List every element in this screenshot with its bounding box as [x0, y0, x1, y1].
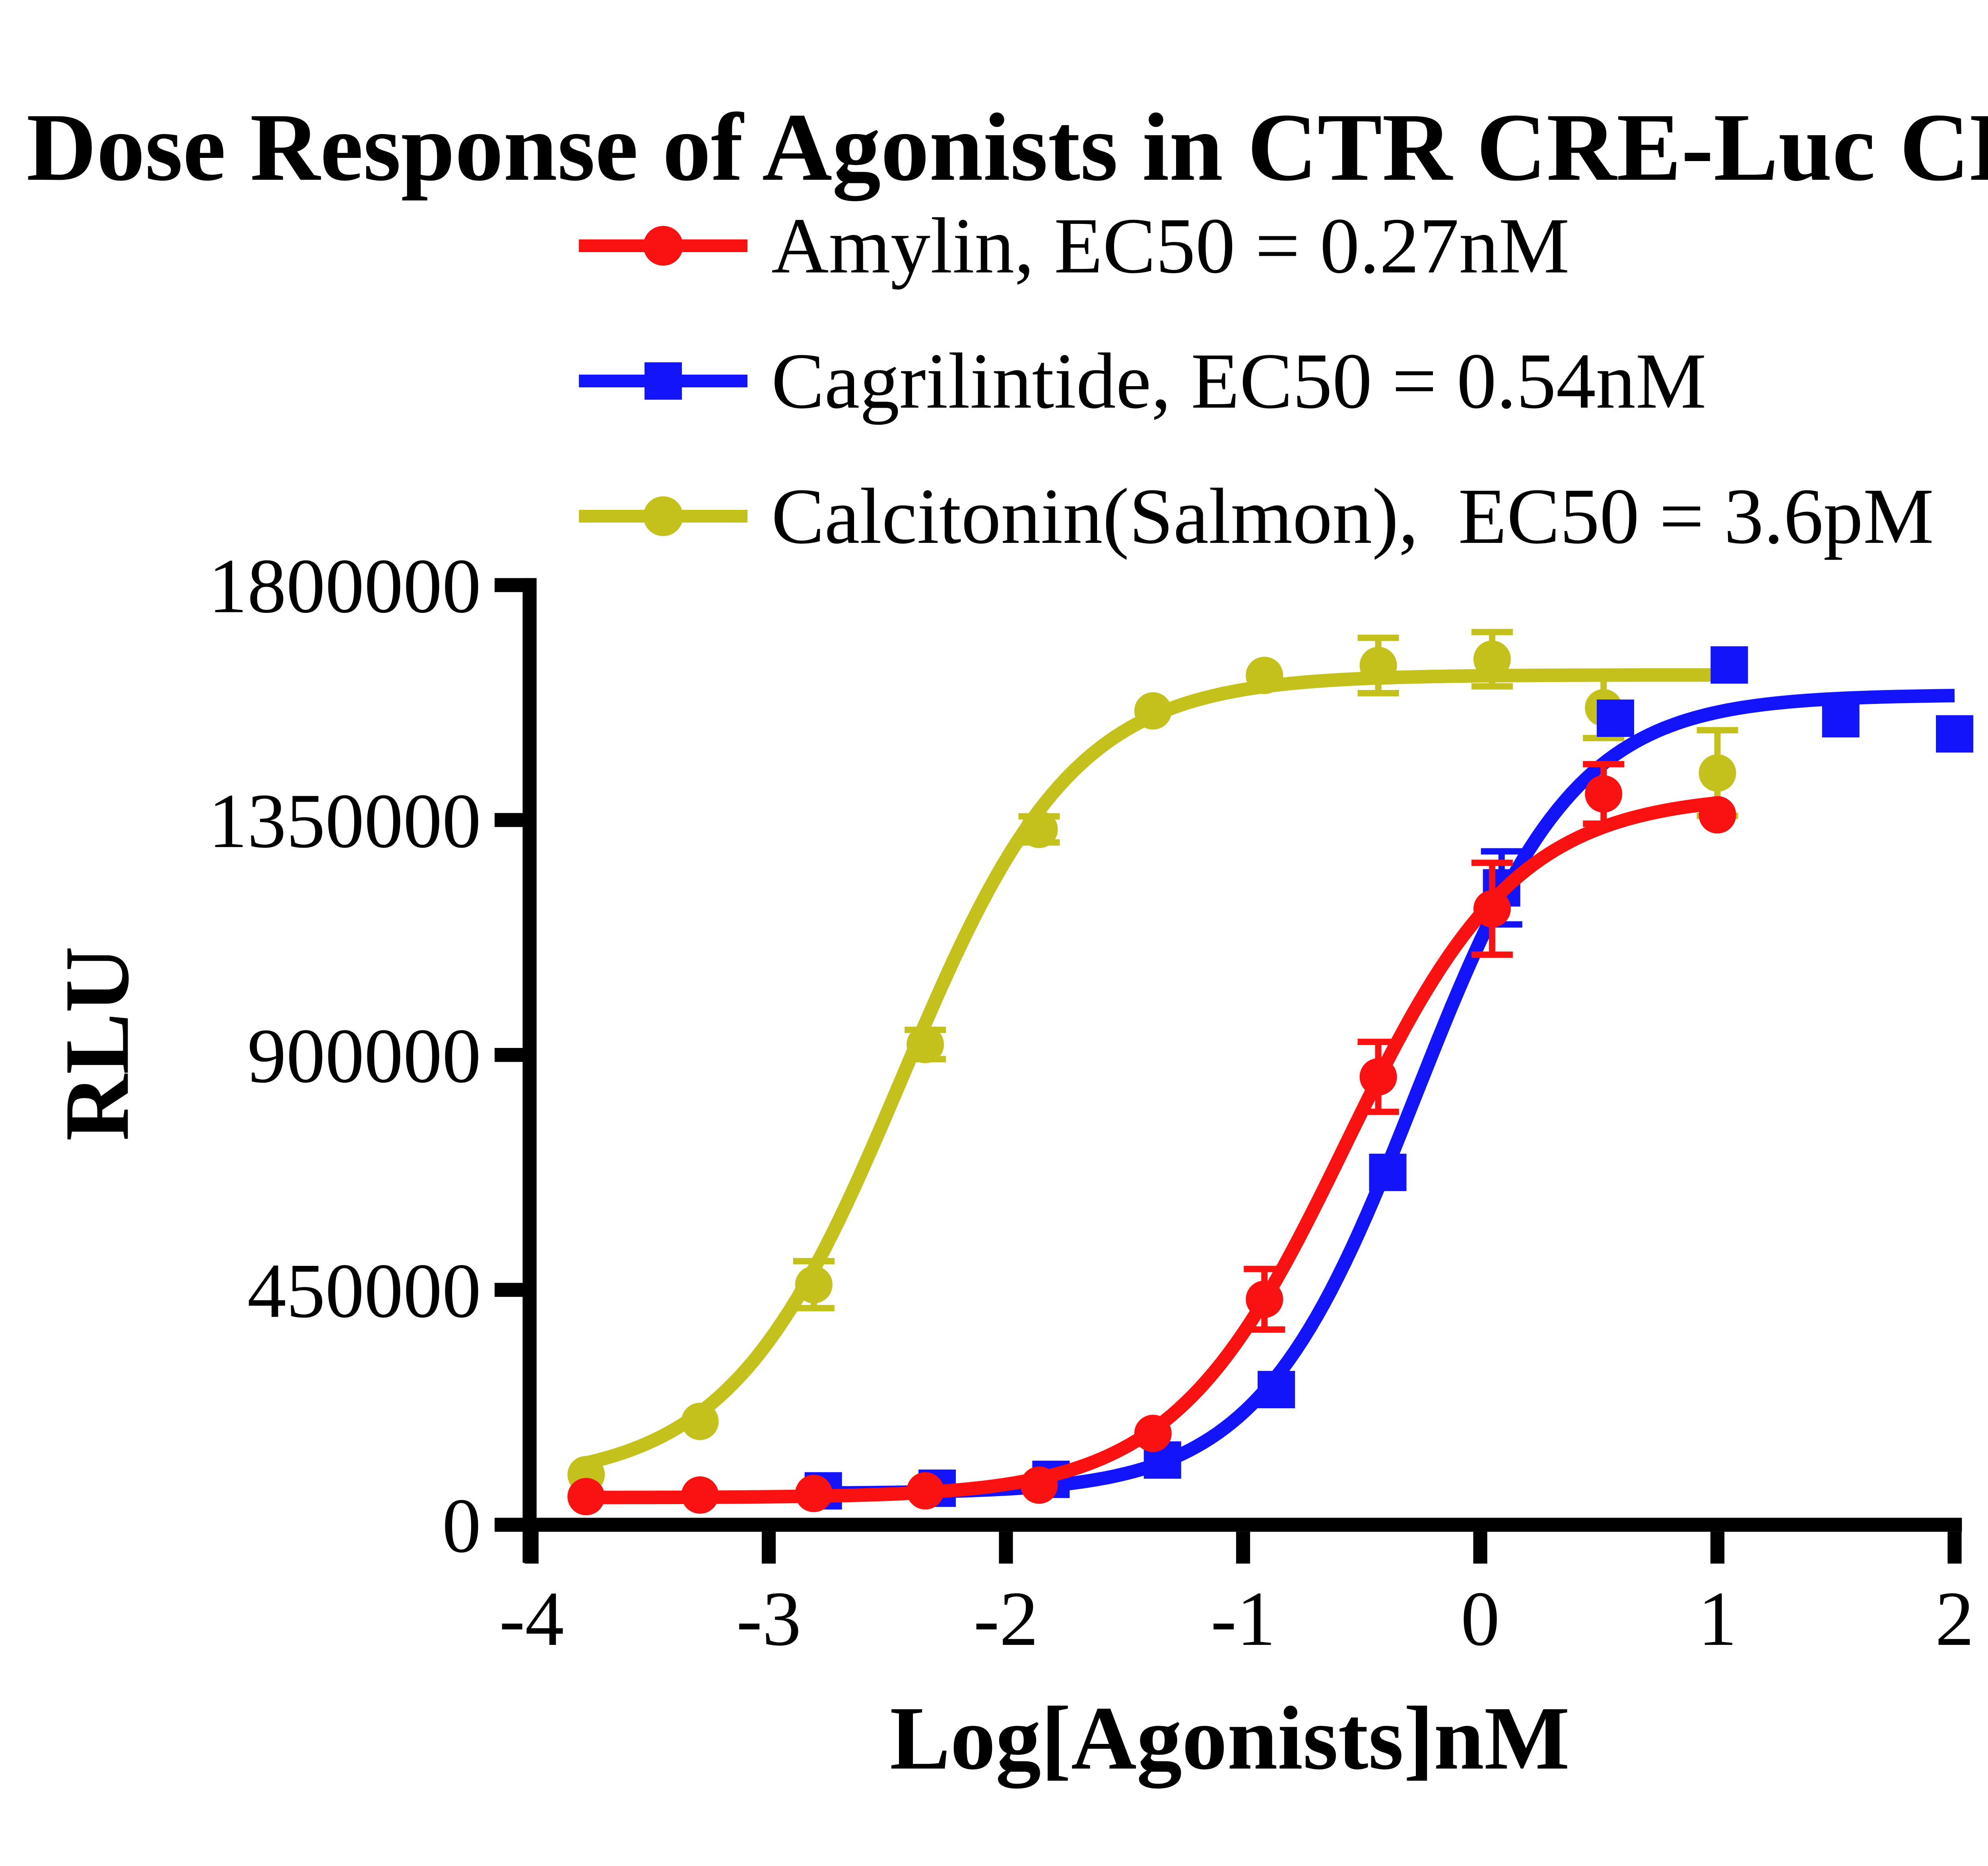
amylin-data-point	[907, 1472, 944, 1510]
x-tick-label: 1	[1698, 1576, 1737, 1662]
legend-item-calcitonin: Calcitonin(Salmon), EC50 = 3.6pM	[579, 449, 1934, 584]
amylin-error-bar-cap	[1471, 951, 1513, 958]
y-tick	[495, 1283, 531, 1297]
amylin-error-bar-cap	[1583, 820, 1625, 827]
y-tick	[495, 813, 531, 827]
amylin-legend-label: Amylin, EC50 = 0.27nM	[771, 202, 1570, 290]
chart-title: Dose Response of Agonists in CTR CRE-Luc…	[26, 93, 1988, 201]
amylin-data-point	[681, 1476, 719, 1514]
calcitonin-salmon-data-point	[1473, 640, 1511, 678]
legend-item-amylin: Amylin, EC50 = 0.27nM	[579, 178, 1934, 313]
cagrilintide-data-point	[1936, 715, 1973, 753]
x-tick-label: 0	[1461, 1576, 1500, 1662]
calcitonin-salmon-data-point	[795, 1266, 833, 1304]
y-axis-line	[522, 578, 537, 1563]
calcitonin-salmon-data-point	[1134, 692, 1172, 730]
amylin-data-point	[795, 1475, 833, 1512]
amylin-data-point	[1134, 1415, 1172, 1452]
series-amylin	[567, 761, 1736, 1516]
cagrilintide-data-point	[1258, 1371, 1295, 1409]
x-axis-title: Log[Agonists]nM	[889, 1688, 1570, 1788]
y-tick-label: 900000	[247, 1013, 481, 1099]
y-tick-label: 450000	[247, 1248, 481, 1334]
amylin-data-point	[1359, 1058, 1397, 1096]
amylin-data-point	[567, 1478, 605, 1516]
x-axis-line	[522, 1518, 1962, 1532]
y-tick	[495, 578, 531, 592]
calcitonin-legend-marker	[579, 488, 747, 544]
amylin-data-point	[1020, 1466, 1058, 1504]
x-tick	[761, 1532, 776, 1564]
x-tick-label: 2	[1935, 1576, 1974, 1662]
x-tick	[1473, 1532, 1487, 1564]
calcitonin-salmon-data-point	[1699, 754, 1736, 792]
cagrilintide-data-point	[1822, 700, 1860, 738]
calcitonin-salmon-error-bar-cap	[1697, 727, 1738, 734]
amylin-data-point	[1246, 1280, 1283, 1318]
x-tick	[1947, 1532, 1962, 1564]
x-tick	[999, 1532, 1013, 1564]
cagrilintide-error-bar-cap	[1481, 848, 1522, 855]
series-calcitonin-salmon	[567, 629, 1738, 1493]
amylin-error-bar-cap	[1357, 1108, 1399, 1115]
y-tick-label: 1350000	[208, 778, 481, 864]
y-tick-label: 0	[442, 1483, 481, 1569]
y-tick	[495, 1048, 531, 1062]
amylin-error-bar-cap	[1244, 1326, 1285, 1333]
x-tick-label: -3	[736, 1576, 801, 1662]
legend-item-cagrilintide: Cagrilintide, EC50 = 0.54nM	[579, 313, 1934, 449]
axes: 0 450000 900000 1350000 1800000 -4 -3 -2 -1 0 1 2	[208, 543, 1974, 1662]
calcitonin-salmon-data-point	[681, 1403, 719, 1440]
amylin-error-bar-cap	[1471, 859, 1513, 866]
y-tick-label: 1800000	[208, 543, 481, 629]
calcitonin-salmon-error-bar-cap	[793, 1305, 835, 1312]
x-tick-label: -4	[499, 1576, 564, 1662]
cagrilintide-data-point	[1597, 699, 1635, 737]
calcitonin-salmon-data-point	[1020, 811, 1058, 848]
y-tick	[495, 1518, 531, 1532]
amylin-error-bar-cap	[1357, 1038, 1399, 1045]
legend: Amylin, EC50 = 0.27nM Cagrilintide, EC50…	[579, 178, 1934, 584]
cagrilintide-data-point	[1710, 646, 1748, 684]
calcitonin-salmon-error-bar-cap	[1583, 674, 1625, 681]
cagrilintide-fit-curve	[821, 689, 1955, 1500]
amylin-error-bar-cap	[1244, 1265, 1285, 1272]
amylin-data-point	[1585, 775, 1623, 813]
calcitonin-salmon-error-bar-cap	[1357, 634, 1399, 641]
cagrilintide-data-point	[1369, 1153, 1407, 1191]
calcitonin-salmon-error-bar-cap	[1471, 629, 1513, 636]
calcitonin-salmon-data-point	[1246, 657, 1283, 694]
calcitonin-circle-marker-icon	[643, 496, 683, 536]
amylin-data-point	[1699, 796, 1736, 834]
calcitonin-salmon-error-bar-cap	[1357, 690, 1399, 696]
x-tick	[1710, 1532, 1725, 1564]
cagrilintide-legend-marker	[579, 353, 747, 409]
calcitonin-salmon-data-point	[907, 1026, 944, 1063]
amylin-data-point	[1473, 890, 1511, 928]
calcitonin-legend-label: Calcitonin(Salmon), EC50 = 3.6pM	[771, 472, 1934, 560]
x-tick-label: -2	[973, 1576, 1038, 1662]
cagrilintide-square-marker-icon	[645, 362, 682, 400]
calcitonin-salmon-fit-curve	[582, 668, 1720, 1470]
x-tick	[1236, 1532, 1250, 1564]
amylin-circle-marker-icon	[643, 226, 683, 266]
x-tick	[524, 1532, 539, 1564]
calcitonin-salmon-error-bar-cap	[1471, 683, 1513, 690]
amylin-fit-curve	[584, 796, 1718, 1504]
calcitonin-salmon-data-point	[1359, 647, 1397, 684]
calcitonin-salmon-error-bar-cap	[793, 1258, 835, 1265]
cagrilintide-legend-label: Cagrilintide, EC50 = 0.54nM	[771, 337, 1706, 425]
amylin-error-bar-cap	[1583, 761, 1625, 768]
x-tick-label: -1	[1211, 1576, 1276, 1662]
amylin-legend-marker	[579, 218, 747, 274]
